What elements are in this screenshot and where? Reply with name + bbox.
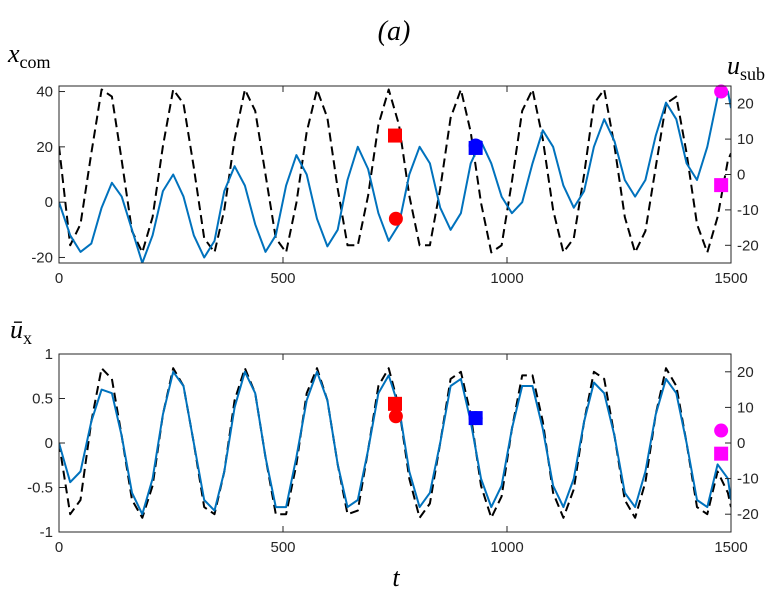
- bottom-marker-circle: [714, 423, 729, 438]
- bottom-ytick-right-label: -20: [737, 506, 759, 523]
- bottom-ytick-left-label: -0.5: [27, 480, 53, 497]
- bottom-plot-area: 0 500 1000 1500 1 0.5 0 -0.5 -1 20 10 0 -10 -20: [27, 346, 759, 556]
- top-left-ylabel-main: x: [7, 39, 20, 68]
- bottom-xlabel: t: [392, 563, 400, 592]
- top-marker-circle: [714, 84, 729, 99]
- top-ytick-left-label: 0: [45, 194, 53, 211]
- bottom-series-solid-line: [59, 370, 731, 516]
- top-ytick-left-label: 40: [36, 84, 53, 101]
- top-ytick-right-label: -20: [737, 237, 759, 254]
- top-panel: xcom usub 0 500 1000 150040200-2020100-10-2…: [7, 39, 765, 287]
- bottom-xtick-label: 1500: [714, 539, 747, 556]
- top-left-ylabel: xcom: [7, 39, 51, 72]
- top-ytick-left-label: 20: [36, 139, 53, 156]
- bottom-left-ylabel-main: ū: [10, 315, 23, 344]
- top-left-ylabel-sub: com: [20, 52, 51, 72]
- bottom-panel: ūx t 0 500 1000 1500 1 0.5 0 -0.5 -1 20 10 0 -10 -20: [10, 315, 759, 592]
- top-right-ylabel-main: u: [727, 51, 740, 80]
- bottom-marker-square: [468, 411, 483, 426]
- bottom-ytick-right-label: 20: [737, 364, 754, 381]
- bottom-left-ylabel: ūx: [10, 315, 32, 348]
- top-xtick-label: 500: [270, 270, 295, 287]
- bottom-series-dashed-line: [59, 367, 731, 519]
- top-xtick-label: 0: [55, 270, 63, 287]
- bottom-ytick-right-label: -10: [737, 471, 759, 488]
- bottom-left-ylabel-sub: x: [23, 328, 32, 348]
- top-ytick-right-label: -10: [737, 202, 759, 219]
- top-ytick-right-label: 10: [737, 131, 754, 148]
- top-ytick-left-label: -20: [31, 249, 53, 266]
- top-ytick-right-label: 0: [737, 167, 745, 184]
- bottom-ytick-right-label: 10: [737, 399, 754, 416]
- top-right-ylabel: usub: [727, 51, 765, 84]
- bottom-ytick-left-label: 0: [45, 435, 53, 452]
- bottom-marker-square: [388, 396, 402, 411]
- top-marker-circle: [388, 211, 403, 226]
- bottom-ytick-left-label: 1: [45, 346, 53, 363]
- bottom-marker-square: [714, 446, 729, 461]
- top-marker-square: [388, 128, 402, 143]
- top-marker-square: [714, 178, 729, 193]
- top-xtick-label: 1500: [714, 270, 747, 287]
- top-ytick-right-label: 20: [737, 96, 754, 113]
- top-series-dashed-line: [59, 88, 731, 254]
- bottom-marker-circle: [388, 409, 403, 424]
- bottom-ytick-right-label: 0: [737, 435, 745, 452]
- bottom-xtick-label: 500: [270, 539, 295, 556]
- bottom-xtick-label: 1000: [490, 539, 523, 556]
- bottom-ytick-left-label: -1: [40, 524, 53, 541]
- top-right-ylabel-sub: sub: [740, 64, 765, 84]
- top-series-solid-line: [59, 90, 731, 263]
- figure-label: (a): [378, 16, 411, 47]
- top-marker-square: [468, 140, 483, 155]
- bottom-ytick-left-label: 0.5: [32, 391, 53, 408]
- bottom-axes-frame: [58, 353, 732, 533]
- top-xtick-label: 1000: [490, 270, 523, 287]
- bottom-xtick-label: 0: [55, 539, 63, 556]
